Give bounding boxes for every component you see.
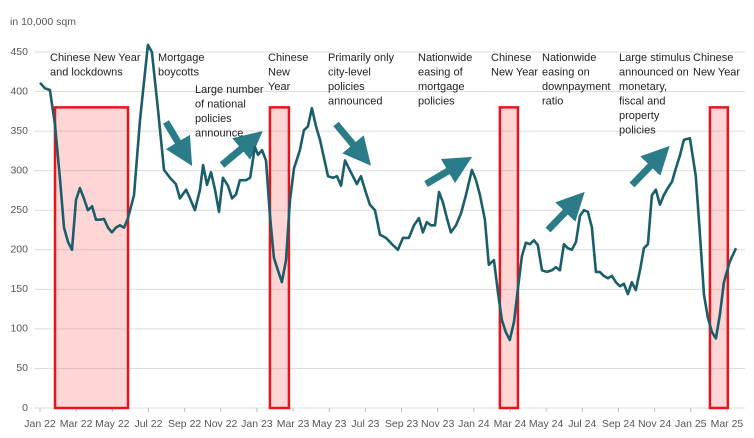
x-tick-label: Mar 25 (711, 418, 744, 430)
y-tick-label: 50 (16, 362, 28, 374)
arrow (333, 121, 371, 166)
arrows (162, 120, 670, 233)
annotation: downpayment (542, 81, 611, 93)
shaded-region (53, 106, 130, 410)
x-tick-label: May 24 (529, 418, 564, 430)
annotation: Nationwide (418, 52, 472, 64)
x-tick-label: Jan 24 (458, 418, 490, 430)
arrow (219, 131, 263, 168)
shaded-region (268, 106, 291, 410)
y-tick-label: 400 (10, 85, 28, 97)
annotation: Chinese (693, 52, 733, 64)
y-tick-label: 0 (22, 402, 28, 414)
annotation: Large stimulus (619, 52, 691, 64)
annotation: policies (195, 113, 232, 125)
annotation: monetary, (619, 81, 667, 93)
annotation: Primarily only (328, 52, 395, 64)
annotation: New (268, 66, 290, 78)
annotation: mortgage (418, 81, 464, 93)
plot (39, 43, 738, 342)
annotation: New Year (693, 66, 740, 78)
annotation: easing on (542, 66, 590, 78)
x-tick-label: Jul 22 (134, 418, 162, 430)
annotation: of national (195, 98, 246, 110)
x-tick-label: Nov 23 (421, 418, 454, 430)
annotation: Chinese (491, 52, 531, 64)
y-tick-label: 350 (10, 125, 28, 137)
shaded-region (708, 106, 730, 410)
annotation: Nationwide (542, 52, 596, 64)
x-tick-label: Mar 24 (494, 418, 527, 430)
x-tick-label: Mar 22 (60, 418, 93, 430)
x-tick-label: May 22 (95, 418, 130, 430)
annotation: Mortgage (158, 52, 204, 64)
annotation: announced (328, 95, 382, 107)
y-tick-label: 100 (10, 323, 28, 335)
x-tick-label: Nov 24 (638, 418, 671, 430)
annotation: policies (328, 81, 365, 93)
x-tick-label: Nov 22 (204, 418, 237, 430)
line (39, 43, 738, 342)
shaded-region (498, 106, 520, 410)
arrow (162, 120, 193, 167)
y-unit-label: in 10,000 sqm (10, 16, 76, 28)
x-tick-label: Jan 22 (24, 418, 56, 430)
annotation: boycotts (158, 66, 199, 78)
annotation: Large number (195, 84, 264, 96)
x-tick-label: Jul 23 (351, 418, 379, 430)
arrow (629, 145, 670, 188)
annotation: announce (195, 127, 243, 139)
y-tick-label: 300 (10, 164, 28, 176)
annotation: Year (268, 81, 291, 93)
annotation: Chinese New Year (50, 52, 141, 64)
x-tick-label: Jan 25 (675, 418, 707, 430)
y-tick-label: 450 (10, 46, 28, 58)
annotation: Chinese (268, 52, 308, 64)
arrow (424, 156, 473, 188)
shaded-regions (53, 106, 730, 410)
y-tick-label: 250 (10, 204, 28, 216)
annotation: policies (619, 124, 656, 136)
annotation: property (619, 110, 660, 122)
x-tick-label: May 23 (312, 418, 347, 430)
x-tick-label: Jan 23 (241, 418, 273, 430)
x-tick-label: Sep 24 (602, 418, 635, 430)
y-tick-label: 150 (10, 283, 28, 295)
annotation: city-level (328, 66, 371, 78)
arrow (545, 191, 585, 233)
x-tick-label: Sep 22 (168, 418, 201, 430)
annotation: easing of (418, 66, 464, 78)
y-tick-label: 200 (10, 244, 28, 256)
annotation: fiscal and (619, 95, 665, 107)
x-tick-label: Jul 24 (568, 418, 596, 430)
x-tick-label: Mar 23 (277, 418, 310, 430)
annotation: and lockdowns (50, 66, 123, 78)
annotation: policies (418, 95, 455, 107)
annotation: New Year (491, 66, 538, 78)
x-tick-label: Sep 23 (385, 418, 418, 430)
annotations: Chinese New Year and lockdowns Mortgage boy… (50, 52, 740, 140)
annotation: announced on (619, 66, 689, 78)
annotation: ratio (542, 95, 563, 107)
